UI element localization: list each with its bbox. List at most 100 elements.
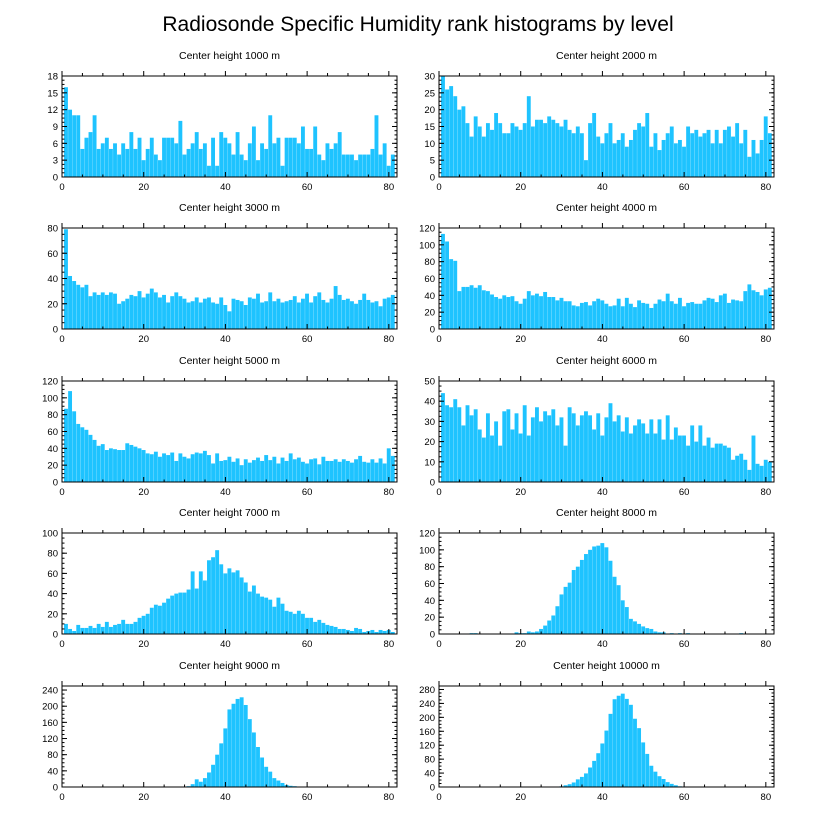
bar xyxy=(125,443,130,482)
histogram-panel-1: Center height 1000 m 0 3 6 9 12 15 18 0 20 40 60 80 xyxy=(47,50,398,193)
y-tick-label: 20 xyxy=(424,437,435,448)
bar xyxy=(633,425,637,482)
bar xyxy=(84,284,89,329)
bar xyxy=(239,697,244,787)
bar xyxy=(64,229,68,329)
bar xyxy=(386,165,391,177)
bar xyxy=(378,629,383,634)
bar xyxy=(628,704,633,787)
y-tick-label: 0 xyxy=(430,478,435,489)
bar xyxy=(751,435,756,482)
x-tick-label: 0 xyxy=(436,487,441,498)
bar xyxy=(530,126,535,177)
bar xyxy=(231,703,236,787)
bar xyxy=(170,296,175,329)
bar xyxy=(198,571,203,634)
bar xyxy=(149,137,154,177)
bar xyxy=(633,621,637,635)
bar xyxy=(256,160,260,177)
bar xyxy=(104,137,109,177)
bar xyxy=(223,137,228,177)
bar xyxy=(280,302,285,329)
bar xyxy=(260,460,265,482)
bar xyxy=(477,126,482,177)
bar xyxy=(329,625,334,634)
bar xyxy=(596,545,601,635)
bar xyxy=(620,693,625,787)
bar xyxy=(612,143,617,177)
bar xyxy=(579,302,584,329)
bar xyxy=(588,549,592,634)
bar xyxy=(645,303,650,329)
bar xyxy=(182,456,187,482)
bar xyxy=(698,425,703,482)
bar xyxy=(559,417,564,482)
bar xyxy=(649,146,654,177)
bar xyxy=(260,757,265,787)
bar xyxy=(153,154,158,177)
histogram-panel-3: Center height 3000 m 0 20 40 60 80 0 20 40 60 80 xyxy=(47,202,398,345)
bar xyxy=(465,405,470,482)
bar xyxy=(698,136,703,177)
bar xyxy=(141,615,146,634)
bar xyxy=(280,603,285,634)
bar xyxy=(202,450,207,482)
y-tick-label: 160 xyxy=(419,727,435,738)
bar xyxy=(280,457,285,482)
bar xyxy=(251,585,256,634)
y-tick-label: 40 xyxy=(47,274,58,285)
y-tick-label: 240 xyxy=(42,686,58,697)
x-tick-label: 20 xyxy=(515,182,526,193)
bar xyxy=(305,148,309,177)
bar xyxy=(637,419,642,482)
bar xyxy=(158,160,162,177)
bar xyxy=(260,302,265,329)
bar xyxy=(145,293,150,329)
bar xyxy=(239,154,244,177)
bar xyxy=(494,113,499,177)
bar xyxy=(502,295,507,329)
bar xyxy=(247,297,252,329)
bar xyxy=(502,133,507,177)
x-tick-label: 60 xyxy=(302,334,313,345)
bar xyxy=(694,303,699,329)
bar xyxy=(551,297,556,329)
bar xyxy=(763,459,768,482)
histogram-panel-7: Center height 7000 m 0 20 40 60 80 100 0 20 40 60 8… xyxy=(42,507,398,650)
bar xyxy=(358,299,363,329)
bar xyxy=(575,306,580,329)
y-tick-label: 100 xyxy=(42,529,58,540)
bar xyxy=(563,445,568,482)
bar xyxy=(673,143,678,177)
bar xyxy=(272,606,277,634)
bar xyxy=(133,446,138,482)
bar xyxy=(207,165,211,177)
x-tick-label: 40 xyxy=(220,182,231,193)
bar xyxy=(620,431,625,482)
bar xyxy=(457,109,462,177)
bar xyxy=(292,296,297,329)
bar xyxy=(743,129,748,177)
bar xyxy=(596,136,601,177)
bar xyxy=(751,290,756,329)
bar xyxy=(465,123,470,177)
bar xyxy=(321,160,326,177)
bar xyxy=(735,123,740,177)
bar xyxy=(235,570,240,634)
bar xyxy=(337,294,342,329)
y-tick-label: 30 xyxy=(424,417,435,428)
bar xyxy=(341,628,346,634)
bar xyxy=(661,778,666,787)
bar xyxy=(759,139,764,177)
bar xyxy=(194,297,199,329)
bar xyxy=(186,148,191,177)
bar xyxy=(624,146,629,177)
bar xyxy=(547,297,552,329)
bar xyxy=(239,577,244,634)
bar xyxy=(300,461,305,482)
bar xyxy=(727,447,731,482)
bar xyxy=(215,165,220,177)
bar xyxy=(706,297,711,329)
bar xyxy=(194,452,199,482)
bar xyxy=(555,425,560,482)
